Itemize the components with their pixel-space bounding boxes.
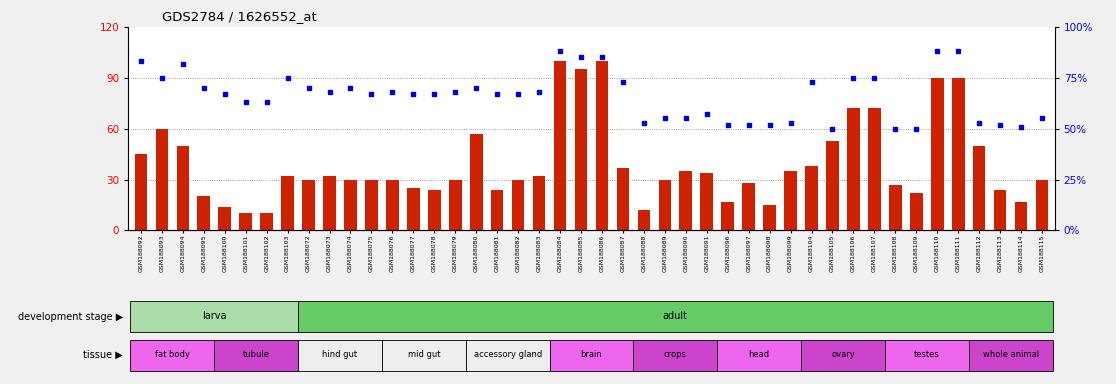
Bar [801, 339, 885, 371]
Bar [465, 339, 549, 371]
Bar [532, 176, 546, 230]
Bar [718, 339, 801, 371]
Bar [680, 171, 692, 230]
Bar [806, 166, 818, 230]
Text: development stage ▶: development stage ▶ [18, 312, 123, 322]
Bar [470, 134, 482, 230]
Text: testes: testes [914, 350, 940, 359]
Text: tubule: tubule [242, 350, 270, 359]
Bar [575, 69, 587, 230]
Text: ovary: ovary [831, 350, 855, 359]
Text: adult: adult [663, 311, 687, 321]
Bar [658, 180, 671, 230]
Bar [1014, 202, 1028, 230]
Text: brain: brain [580, 350, 603, 359]
Bar [634, 339, 718, 371]
Bar [785, 171, 797, 230]
Text: tissue ▶: tissue ▶ [83, 350, 123, 360]
Bar [131, 301, 298, 332]
Bar [219, 207, 231, 230]
Bar [135, 154, 147, 230]
Bar [994, 190, 1007, 230]
Bar [742, 183, 754, 230]
Bar [281, 176, 294, 230]
Bar [131, 339, 214, 371]
Text: fat body: fat body [155, 350, 190, 359]
Bar [931, 78, 943, 230]
Bar [491, 190, 503, 230]
Text: GDS2784 / 1626552_at: GDS2784 / 1626552_at [162, 10, 317, 23]
Bar [298, 339, 382, 371]
Bar [549, 339, 634, 371]
Bar [429, 190, 441, 230]
Bar [344, 180, 357, 230]
Text: whole animal: whole animal [982, 350, 1039, 359]
Bar [198, 197, 210, 230]
Bar [1036, 180, 1048, 230]
Bar [973, 146, 985, 230]
Bar [382, 339, 465, 371]
Text: hind gut: hind gut [323, 350, 357, 359]
Bar [637, 210, 651, 230]
Text: mid gut: mid gut [407, 350, 440, 359]
Bar [176, 146, 189, 230]
Bar [365, 180, 377, 230]
Bar [826, 141, 839, 230]
Bar [214, 339, 298, 371]
Bar [721, 202, 734, 230]
Text: larva: larva [202, 311, 227, 321]
Bar [763, 205, 776, 230]
Bar [847, 108, 859, 230]
Bar [701, 173, 713, 230]
Bar [155, 129, 169, 230]
Bar [449, 180, 462, 230]
Bar [554, 61, 566, 230]
Bar [889, 185, 902, 230]
Text: accessory gland: accessory gland [473, 350, 541, 359]
Bar [240, 214, 252, 230]
Text: crops: crops [664, 350, 686, 359]
Bar [868, 108, 881, 230]
Bar [298, 301, 1052, 332]
Bar [386, 180, 398, 230]
Bar [885, 339, 969, 371]
Bar [952, 78, 964, 230]
Text: head: head [749, 350, 770, 359]
Bar [407, 188, 420, 230]
Bar [260, 214, 273, 230]
Bar [969, 339, 1052, 371]
Bar [617, 168, 629, 230]
Bar [302, 180, 315, 230]
Bar [512, 180, 525, 230]
Bar [596, 61, 608, 230]
Bar [324, 176, 336, 230]
Bar [910, 193, 923, 230]
